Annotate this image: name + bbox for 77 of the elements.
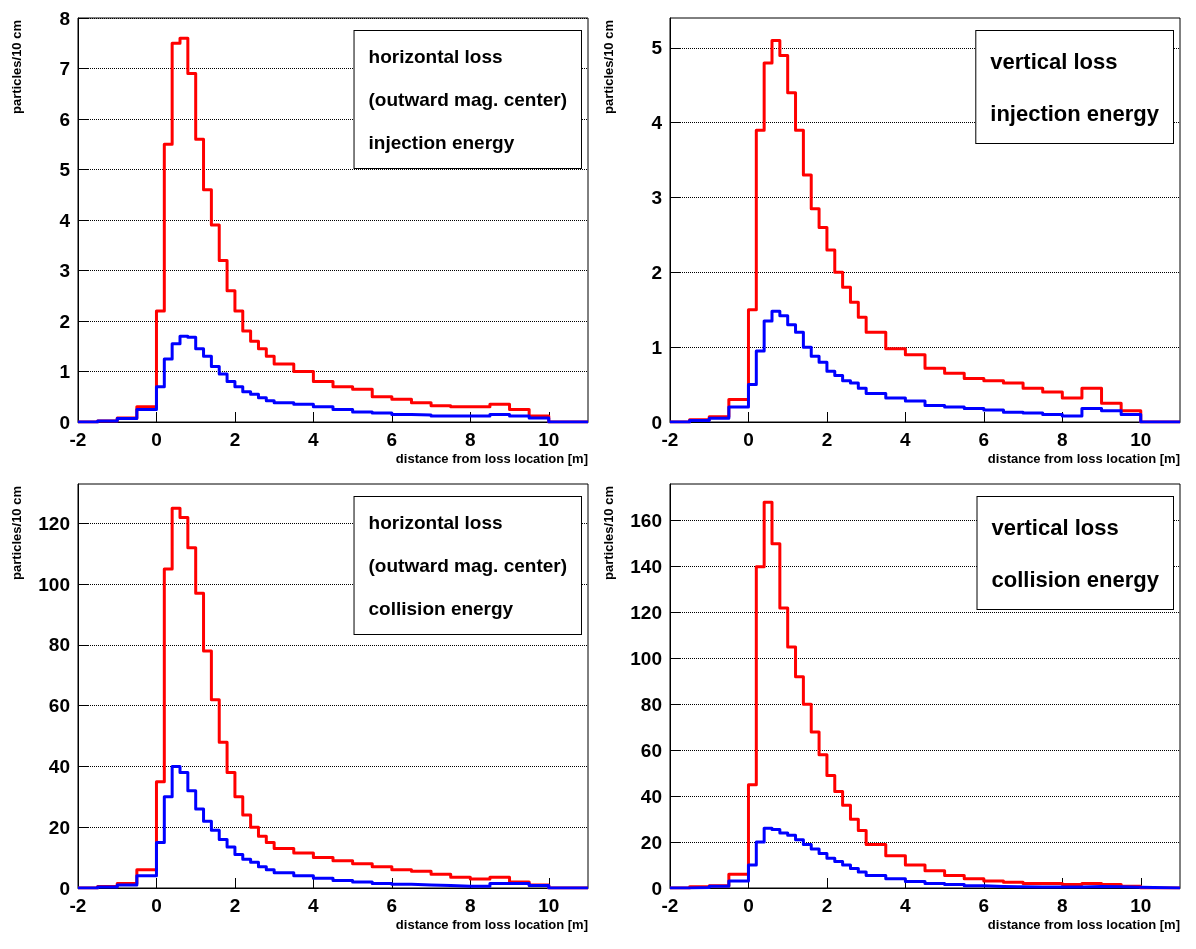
y-tick-label: 160 bbox=[630, 510, 662, 532]
annotation: collision energy bbox=[991, 566, 1160, 592]
y-tick-label: 120 bbox=[630, 602, 662, 624]
y-tick-label: 40 bbox=[48, 756, 70, 777]
x-tick-label: -2 bbox=[69, 895, 87, 916]
x-tick-label: 4 bbox=[308, 429, 320, 450]
y-tick-label: 0 bbox=[651, 411, 662, 433]
x-tick-label: 4 bbox=[900, 429, 912, 450]
annotation: collision energy bbox=[368, 598, 514, 619]
x-tick-label: 10 bbox=[538, 895, 560, 916]
y-tick-label: 4 bbox=[651, 112, 663, 134]
x-tick-label: 2 bbox=[229, 895, 241, 916]
x-tick-label: 4 bbox=[308, 895, 320, 916]
x-tick-label: 6 bbox=[386, 429, 398, 450]
y-tick-label: 0 bbox=[59, 411, 70, 433]
x-tick-label: 0 bbox=[743, 895, 754, 916]
y-tick-label: 140 bbox=[630, 556, 662, 578]
y-tick-label: 80 bbox=[48, 634, 70, 656]
y-tick-label: 60 bbox=[640, 739, 662, 761]
y-tick-label: 100 bbox=[38, 573, 70, 595]
x-tick-label: 6 bbox=[978, 429, 990, 450]
y-tick-label: 6 bbox=[59, 108, 70, 130]
annotation: horizontal loss bbox=[368, 46, 503, 67]
annotation: (outward mag. center) bbox=[368, 555, 568, 576]
y-tick-label: 4 bbox=[59, 209, 71, 231]
x-tick-label: 0 bbox=[743, 429, 754, 450]
x-axis-title: distance from loss location [m] bbox=[987, 917, 1180, 932]
y-tick-label: 20 bbox=[48, 816, 70, 838]
y-tick-label: 120 bbox=[38, 512, 70, 534]
y-tick-label: 2 bbox=[59, 310, 70, 332]
x-tick-label: 10 bbox=[1130, 895, 1152, 916]
y-axis-title: particles/10 cm bbox=[9, 19, 24, 114]
y-tick-label: 20 bbox=[640, 831, 662, 853]
x-tick-label: -2 bbox=[661, 895, 679, 916]
annotation: vertical loss bbox=[991, 514, 1119, 540]
x-tick-label: 10 bbox=[538, 429, 560, 450]
x-tick-label: 8 bbox=[1057, 429, 1068, 450]
y-tick-label: 7 bbox=[59, 58, 70, 79]
x-tick-label: 2 bbox=[821, 895, 833, 916]
x-tick-label: 8 bbox=[465, 429, 476, 450]
annotation: injection energy bbox=[368, 132, 515, 153]
x-tick-label: 2 bbox=[229, 429, 241, 450]
y-axis-title: particles/10 cm bbox=[601, 485, 616, 580]
y-axis-title: particles/10 cm bbox=[9, 485, 24, 580]
y-tick-label: 0 bbox=[651, 877, 662, 899]
y-tick-label: 1 bbox=[651, 336, 663, 358]
annotation: horizontal loss bbox=[368, 512, 503, 533]
y-tick-label: 8 bbox=[59, 7, 70, 29]
x-tick-label: 6 bbox=[386, 895, 398, 916]
y-tick-label: 5 bbox=[59, 159, 71, 180]
annotation: vertical loss bbox=[990, 48, 1118, 74]
x-tick-label: 8 bbox=[465, 895, 476, 916]
x-tick-label: 2 bbox=[821, 429, 833, 450]
y-tick-label: 0 bbox=[59, 877, 70, 899]
x-tick-label: 10 bbox=[1130, 429, 1152, 450]
y-tick-label: 3 bbox=[651, 187, 662, 209]
x-tick-label: -2 bbox=[69, 429, 87, 450]
x-tick-label: 8 bbox=[1057, 895, 1068, 916]
annotation: (outward mag. center) bbox=[368, 89, 568, 110]
y-tick-label: 100 bbox=[630, 647, 662, 669]
y-tick-label: 5 bbox=[651, 37, 663, 59]
y-tick-label: 80 bbox=[640, 693, 662, 715]
x-tick-label: 0 bbox=[151, 429, 162, 450]
y-axis-title: particles/10 cm bbox=[601, 19, 616, 114]
y-tick-label: 40 bbox=[640, 785, 662, 807]
y-tick-label: 1 bbox=[59, 361, 71, 382]
x-tick-label: 6 bbox=[978, 895, 990, 916]
y-tick-label: 2 bbox=[651, 261, 662, 283]
x-tick-label: 0 bbox=[151, 895, 162, 916]
x-axis-title: distance from loss location [m] bbox=[395, 451, 588, 466]
x-axis-title: distance from loss location [m] bbox=[395, 917, 588, 932]
y-tick-label: 60 bbox=[48, 695, 70, 717]
x-tick-label: 4 bbox=[900, 895, 912, 916]
annotation: injection energy bbox=[990, 100, 1160, 126]
x-axis-title: distance from loss location [m] bbox=[987, 451, 1180, 466]
y-tick-label: 3 bbox=[59, 260, 70, 281]
x-tick-label: -2 bbox=[661, 429, 679, 450]
